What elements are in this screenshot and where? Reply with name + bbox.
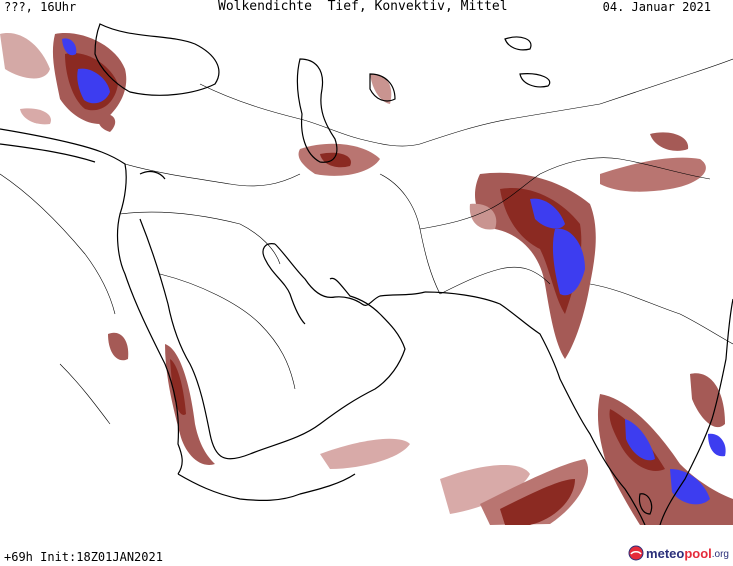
forecast-date-label: 04. Januar 2021 — [602, 0, 711, 14]
coastline — [424, 291, 646, 525]
cloud-density-map — [0, 23, 733, 525]
cloud-area — [108, 332, 129, 361]
country-border — [124, 163, 301, 187]
coastline-layer — [0, 23, 733, 525]
cloud-area — [370, 73, 392, 104]
country-border — [599, 58, 733, 105]
forecast-time-label: ???, 16Uhr — [4, 0, 77, 14]
coastline — [139, 170, 166, 180]
coastline — [519, 73, 551, 88]
convective-cell — [625, 419, 655, 461]
logo-text-meteo: meteo — [646, 545, 685, 561]
cloud-area — [440, 464, 530, 514]
meteopool-logo[interactable]: meteo pool .org — [628, 545, 729, 561]
country-border — [59, 363, 111, 425]
country-border — [379, 173, 441, 295]
convective-cell — [77, 68, 110, 104]
logo-text-pool: pool — [684, 545, 712, 561]
cloud-area — [650, 132, 689, 151]
cloud-area — [320, 438, 410, 469]
country-border — [589, 283, 733, 345]
cloud-area — [170, 359, 186, 415]
coastline — [638, 493, 653, 515]
country-border — [539, 157, 711, 180]
country-border — [419, 173, 541, 230]
country-border — [159, 273, 296, 390]
cloud-cover-layer — [0, 33, 733, 525]
cloud-area — [320, 152, 351, 168]
cloud-area — [0, 33, 50, 79]
coastline — [177, 473, 356, 502]
convective-cell — [530, 198, 565, 229]
convective-cell — [670, 469, 710, 505]
country-border — [0, 173, 116, 315]
country-border — [119, 211, 281, 265]
convective-cell — [552, 228, 585, 296]
cloud-area — [20, 108, 51, 125]
country-border — [439, 266, 551, 295]
logo-globe-icon — [628, 545, 644, 561]
coastline — [0, 143, 96, 163]
coastline — [659, 298, 733, 525]
coastline — [94, 23, 220, 96]
convective-cell — [62, 38, 77, 56]
country-border — [199, 83, 301, 120]
logo-text-domain: .org — [711, 549, 729, 560]
coastline — [0, 128, 183, 475]
country-border — [419, 103, 601, 145]
coastline — [504, 36, 532, 51]
convective-cell — [708, 433, 726, 457]
country-border — [299, 118, 421, 147]
cloud-area — [98, 113, 116, 132]
coastline — [369, 73, 396, 102]
cloud-area — [600, 157, 706, 192]
cloud-area — [690, 373, 725, 428]
border-layer — [0, 58, 733, 425]
cloud-area — [469, 203, 497, 230]
map-title: Wolkendichte Tief, Konvektiv, Mittel — [218, 0, 508, 14]
coastline — [139, 218, 406, 460]
coastline — [296, 58, 338, 163]
cloud-area — [500, 479, 575, 525]
init-time-label: +69h Init:18Z01JAN2021 — [4, 550, 163, 564]
coastline — [274, 243, 426, 306]
coastline — [262, 243, 306, 325]
